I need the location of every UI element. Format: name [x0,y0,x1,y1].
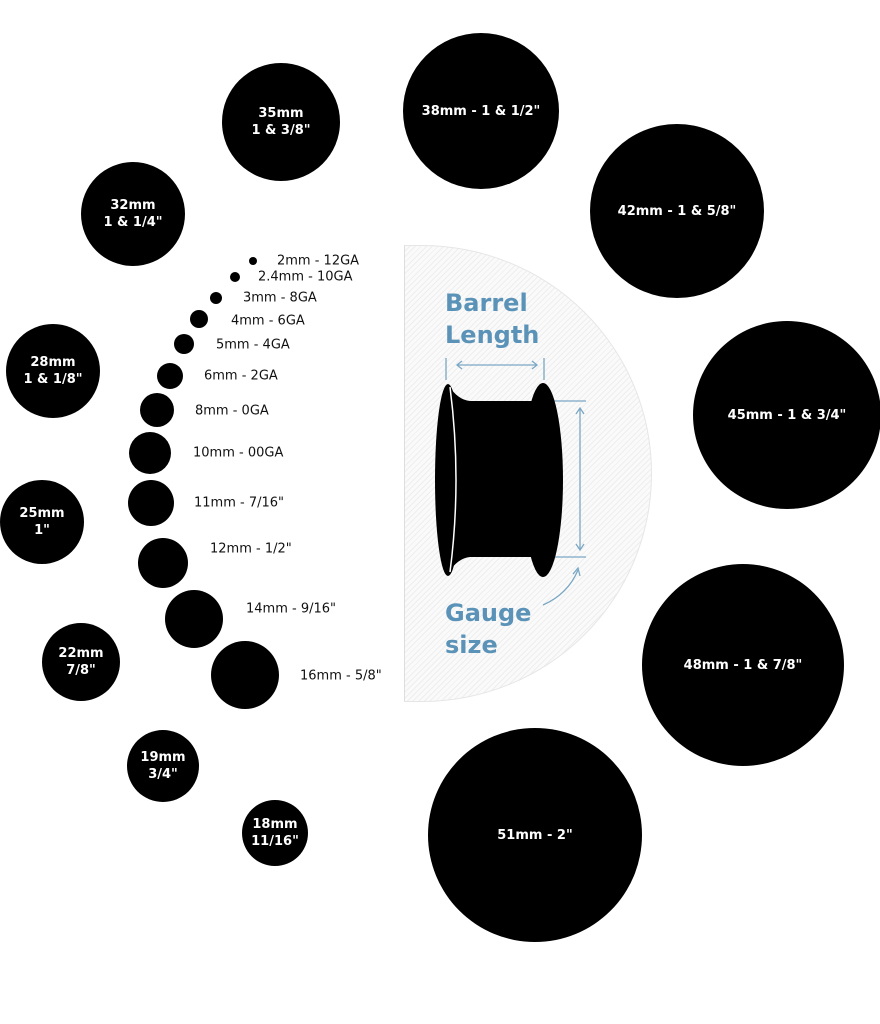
gauge-dot-label: 4mm - 6GA [231,313,305,329]
gauge-dot [174,334,194,354]
gauge-circle: 48mm - 1 & 7/8" [642,564,844,766]
size-label: 35mm [258,106,304,121]
size-label: 38mm - 1 & 1/2" [421,103,541,119]
size-label-inch: 3/4" [148,767,178,782]
gauge-dot-label: 3mm - 8GA [243,290,317,306]
barrel-label-line1: Barrel [445,289,528,317]
gauge-dot [140,393,174,427]
gauge-dot-label: 11mm - 7/16" [194,495,284,511]
gauge-dot-label: 14mm - 9/16" [246,601,336,617]
gauge-circle: 45mm - 1 & 3/4" [693,321,880,509]
gauge-label-line2: size [445,631,498,659]
size-label: 18mm [252,817,298,832]
gauge-dot-label: 5mm - 4GA [216,337,290,353]
size-label: 51mm - 2" [497,827,573,843]
size-label: 28mm [30,355,76,370]
gauge-circle: 28mm 1 & 1/8" [6,324,100,418]
gauge-dot [249,257,257,265]
gauge-dot [165,590,223,648]
gauge-dot [190,310,208,328]
size-label: 25mm [19,506,65,521]
size-label: 45mm - 1 & 3/4" [727,407,847,423]
gauge-label-line1: Gauge [445,599,532,627]
gauge-dot [211,641,279,709]
size-label-inch: 1 & 1/4" [103,215,163,230]
gauge-dot-label: 10mm - 00GA [193,445,284,461]
gauge-dot [128,480,174,526]
gauge-circle: 38mm - 1 & 1/2" [403,33,559,189]
gauge-circle: 22mm 7/8" [42,623,120,701]
gauge-dot [157,363,183,389]
gauge-circle: 32mm 1 & 1/4" [81,162,185,266]
gauge-size-label: Gauge size [445,597,531,661]
size-label: 19mm [140,750,186,765]
gauge-dot-label: 12mm - 1/2" [210,541,292,557]
gauge-curve-arrow [542,569,579,606]
gauge-dot-label: 8mm - 0GA [195,403,269,419]
gauge-circle: 42mm - 1 & 5/8" [590,124,764,298]
gauge-circle: 51mm - 2" [428,728,642,942]
barrel-label-line2: Length [445,321,540,349]
gauge-dot-label: 2mm - 12GA [277,253,360,269]
gauge-circle: 25mm 1" [0,480,84,564]
gauge-dot [230,272,240,282]
gauge-circle: 19mm 3/4" [127,730,199,802]
gauge-circle: 35mm 1 & 3/8" [222,63,340,181]
gauge-dot [138,538,188,588]
gauge-dot-label: 6mm - 2GA [204,368,278,384]
size-label-inch: 1 & 1/8" [23,372,83,387]
size-label: 22mm [58,646,104,661]
plug-shape [435,383,563,577]
barrel-length-label: Barrel Length [445,287,539,351]
gauge-circle: 18mm 11/16" [242,800,308,866]
gauge-dot-label: 2.4mm - 10GA [258,269,353,285]
size-label: 32mm [110,198,156,213]
size-label: 42mm - 1 & 5/8" [617,203,737,219]
size-label: 48mm - 1 & 7/8" [683,657,803,673]
size-label-inch: 1" [34,523,50,538]
size-label-inch: 1 & 3/8" [251,123,311,138]
gauge-dot [129,432,171,474]
gauge-dot [210,292,222,304]
size-label-inch: 11/16" [251,834,299,849]
gauge-dot-label: 16mm - 5/8" [300,668,382,684]
size-label-inch: 7/8" [66,663,96,678]
